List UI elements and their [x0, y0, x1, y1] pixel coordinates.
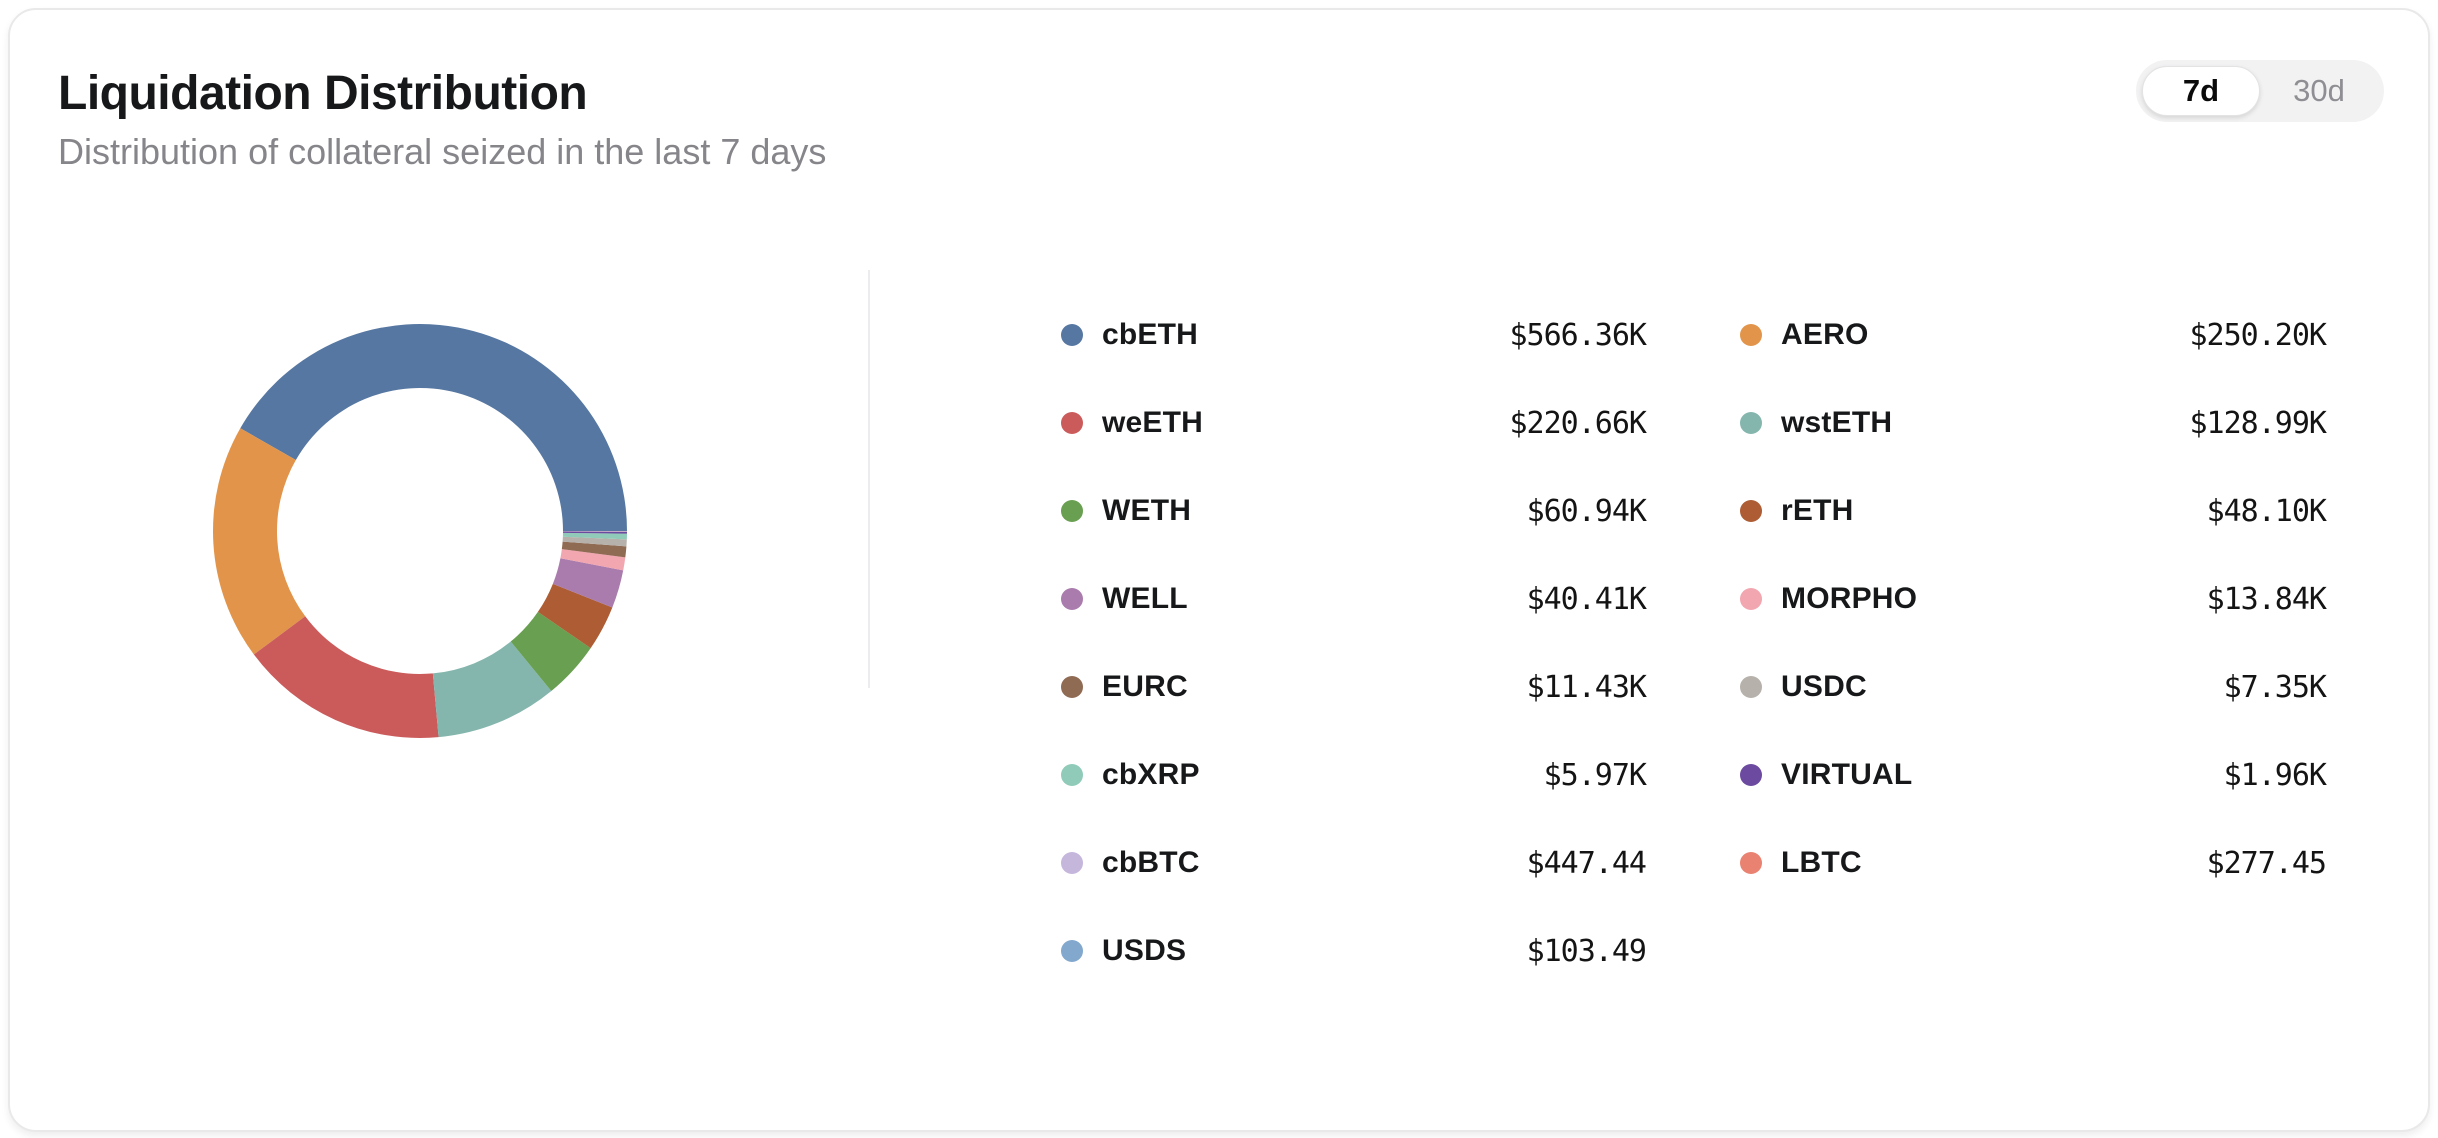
legend-item-USDS[interactable]: USDS $103.49 [1061, 907, 1647, 995]
legend-label: WETH [1102, 494, 1192, 527]
legend-item-WETH[interactable]: WETH $60.94K [1061, 467, 1647, 555]
legend-dot-icon [1740, 324, 1762, 346]
pie-segment-AERO[interactable] [212, 428, 306, 655]
pie-segment-WETH[interactable] [510, 611, 591, 692]
legend-value: $566.36K [1509, 317, 1647, 353]
legend-value: $5.97K [1543, 757, 1647, 793]
legend-dot-icon [1740, 412, 1762, 434]
pie-segment-cbXRP[interactable] [562, 532, 627, 540]
pie-segment-cbBTC[interactable] [563, 531, 628, 532]
legend-item-MORPHO[interactable]: MORPHO $13.84K [1740, 555, 2327, 643]
legend-value: $447.44 [1526, 845, 1647, 881]
legend-label: MORPHO [1781, 582, 1918, 615]
legend-item-cbETH[interactable]: cbETH $566.36K [1061, 291, 1647, 379]
legend-dot-icon [1061, 412, 1083, 434]
legend-label: weETH [1102, 406, 1204, 439]
legend-dot-icon [1061, 940, 1083, 962]
legend-item-weETH[interactable]: weETH $220.66K [1061, 379, 1647, 467]
legend-label: LBTC [1781, 846, 1862, 879]
legend-item-LBTC[interactable]: LBTC $277.45 [1740, 819, 2327, 907]
legend-item-rETH[interactable]: rETH $48.10K [1740, 467, 2327, 555]
legend-label: USDS [1102, 934, 1187, 967]
legend-value: $1.96K [2223, 757, 2327, 793]
legend-value: $11.43K [1526, 669, 1647, 705]
legend-value: $60.94K [1526, 493, 1647, 529]
legend-value: $220.66K [1509, 405, 1647, 441]
legend-label: WELL [1102, 582, 1188, 615]
pie-segment-WELL[interactable] [552, 558, 624, 608]
legend-item-VIRTUAL[interactable]: VIRTUAL $1.96K [1740, 731, 2327, 819]
timeframe-toggle: 7d 30d [2136, 60, 2384, 122]
legend-label: wstETH [1781, 406, 1893, 439]
legend-dot-icon [1740, 764, 1762, 786]
toggle-option-30d[interactable]: 30d [2260, 66, 2378, 116]
legend-item-wstETH[interactable]: wstETH $128.99K [1740, 379, 2327, 467]
card-subtitle: Distribution of collateral seized in the… [58, 131, 827, 172]
pie-segment-VIRTUAL[interactable] [562, 531, 627, 534]
legend-item-WELL[interactable]: WELL $40.41K [1061, 555, 1647, 643]
legend-dot-icon [1740, 588, 1762, 610]
legend-label: cbXRP [1102, 758, 1200, 791]
chart-legend-divider [868, 270, 870, 688]
legend-dot-icon [1061, 852, 1083, 874]
legend-item-USDC[interactable]: USDC $7.35K [1740, 643, 2327, 731]
pie-segment-cbETH[interactable] [240, 323, 627, 531]
legend-value: $250.20K [2189, 317, 2327, 353]
legend-value: $13.84K [2206, 581, 2327, 617]
legend-label: cbETH [1102, 318, 1199, 351]
legend-dot-icon [1061, 500, 1083, 522]
legend-item-AERO[interactable]: AERO $250.20K [1740, 291, 2327, 379]
legend-value: $103.49 [1526, 933, 1647, 969]
legend-value: $7.35K [2223, 669, 2327, 705]
toggle-option-7d[interactable]: 7d [2142, 66, 2260, 116]
legend: cbETH $566.36K AERO $250.20K weETH $220.66K ws… [1061, 291, 2327, 995]
pie-segment-MORPHO[interactable] [560, 549, 626, 571]
legend-label: EURC [1102, 670, 1188, 703]
liquidation-donut-chart[interactable] [210, 321, 630, 741]
legend-label: cbBTC [1102, 846, 1200, 879]
legend-label: USDC [1781, 670, 1867, 703]
legend-dot-icon [1061, 324, 1083, 346]
pie-segment-wstETH[interactable] [432, 641, 552, 738]
legend-dot-icon [1061, 588, 1083, 610]
legend-item-cbBTC[interactable]: cbBTC $447.44 [1061, 819, 1647, 907]
legend-dot-icon [1061, 764, 1083, 786]
legend-label: VIRTUAL [1781, 758, 1913, 791]
liquidation-distribution-card: Liquidation Distribution Distribution of… [8, 8, 2430, 1132]
pie-segment-rETH[interactable] [537, 583, 613, 649]
legend-dot-icon [1740, 852, 1762, 874]
legend-dot-icon [1740, 500, 1762, 522]
legend-item-cbXRP[interactable]: cbXRP $5.97K [1061, 731, 1647, 819]
legend-item-EURC[interactable]: EURC $11.43K [1061, 643, 1647, 731]
pie-segment-weETH[interactable] [253, 616, 439, 738]
pie-segment-EURC[interactable] [561, 541, 627, 558]
card-title: Liquidation Distribution [58, 67, 588, 120]
legend-value: $128.99K [2189, 405, 2327, 441]
legend-value: $277.45 [2206, 845, 2327, 881]
legend-value: $48.10K [2206, 493, 2327, 529]
legend-label: rETH [1781, 494, 1854, 527]
legend-value: $40.41K [1526, 581, 1647, 617]
pie-segment-USDC[interactable] [562, 536, 627, 547]
legend-label: AERO [1781, 318, 1869, 351]
legend-dot-icon [1061, 676, 1083, 698]
legend-dot-icon [1740, 676, 1762, 698]
